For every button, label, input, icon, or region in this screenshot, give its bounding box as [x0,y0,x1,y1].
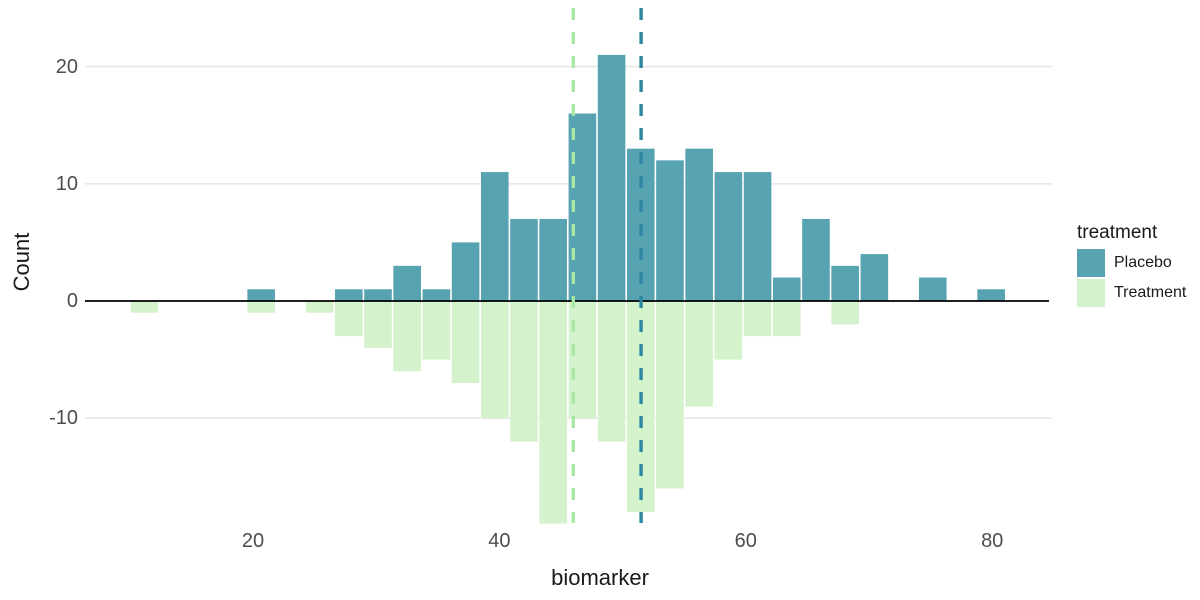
x-axis-title: biomarker [551,565,649,590]
histogram-bar-placebo [772,277,801,301]
histogram-bar-treatment [656,301,684,489]
histogram-bar-treatment [831,301,859,325]
histogram-bar-treatment [597,301,626,442]
histogram-bar-treatment [714,301,743,360]
x-tick-label-40: 40 [488,530,511,552]
x-tick-label-20: 20 [241,530,265,552]
y-tick-label-20: 20 [55,55,78,78]
histogram-bar-placebo [510,218,538,301]
histogram-bar-treatment [772,301,801,337]
histogram-bar-treatment [685,301,713,407]
histogram-bar-treatment [743,301,772,337]
histogram-bar-treatment [247,301,275,313]
histogram-bar-treatment [364,301,392,348]
histogram-bar-placebo [860,254,889,301]
histogram-bar-placebo [480,172,509,301]
x-tick-label-80: 80 [981,530,1004,552]
histogram-bar-treatment [334,301,363,337]
histogram-bar-treatment [510,301,538,442]
histogram-bar-placebo [334,289,363,301]
y-axis-title: Count [9,232,34,292]
legend-item-placebo: Placebo [1077,249,1186,277]
histogram-bar-placebo [451,242,480,301]
histogram-bar-treatment [422,301,451,360]
legend-swatch-treatment [1077,279,1105,307]
histogram-bar-treatment [305,301,334,313]
legend-swatch-placebo [1077,249,1105,277]
histogram-bar-placebo [247,289,275,301]
histogram-bar-treatment [451,301,480,384]
histogram-bar-treatment [539,301,567,524]
histogram-bar-placebo [714,172,743,301]
legend-item-treatment: Treatment [1077,279,1186,307]
legend: treatment Placebo Treatment [1077,222,1186,309]
histogram-bar-placebo [977,289,1005,301]
histogram-bar-placebo [831,265,859,301]
x-tick-label-60: 60 [734,530,757,552]
histogram-bar-placebo [364,289,392,301]
histogram-bar-placebo [422,289,451,301]
y-tick-label--10: -10 [49,407,78,430]
histogram-bar-placebo [802,218,830,301]
histogram-bar-treatment [393,301,421,372]
histogram-bar-placebo [685,148,713,301]
histogram-bar-placebo [393,265,421,301]
histogram-bar-treatment [626,301,655,512]
legend-label-placebo: Placebo [1114,254,1172,271]
histogram-bar-placebo [918,277,947,301]
y-tick-label-10: 10 [55,172,78,195]
legend-label-treatment: Treatment [1114,284,1187,301]
y-tick-label-0: 0 [66,290,78,312]
histogram-bar-placebo [539,218,567,301]
legend-title: treatment [1077,222,1158,243]
histogram-bar-treatment [480,301,509,419]
histogram-bar-placebo [743,172,772,301]
histogram-bar-placebo [597,54,626,301]
histogram-bar-placebo [656,160,684,301]
histogram-bar-treatment [130,301,159,313]
